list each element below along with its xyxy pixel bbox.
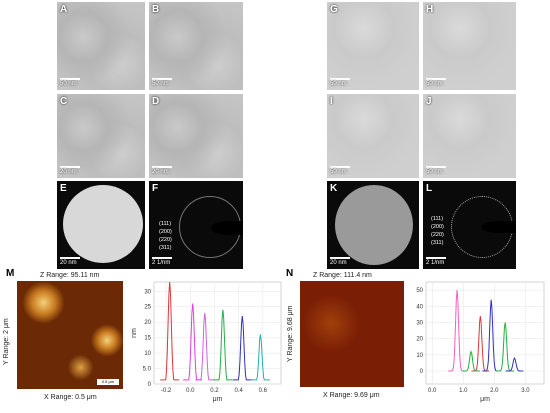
- y-tick-label: 25: [144, 305, 151, 311]
- y-tick-label: 40: [416, 304, 423, 310]
- panel-label: C: [60, 96, 68, 107]
- x-tick-label: 0.0: [428, 388, 437, 394]
- tem-panel-c: C 20 nm: [57, 94, 145, 178]
- afm-y-range: Y Range: 9.68 μm: [287, 305, 294, 362]
- tem-panel-b: B 50 nm: [149, 2, 243, 90]
- beam-stopper: [481, 221, 516, 233]
- scale-bar: 50 nm: [426, 166, 446, 175]
- beam-stopper: [211, 221, 243, 235]
- tem-panel-a: A 50 nm: [57, 2, 145, 90]
- saed-plane-label: (311): [431, 240, 444, 246]
- panel-label-m: M: [6, 268, 15, 279]
- scale-bar: 50 nm: [330, 78, 350, 87]
- saed-plane-label: (311): [159, 245, 172, 251]
- plot-area: [153, 281, 282, 385]
- panel-label: I: [330, 96, 333, 107]
- scale-bar: 20 nm: [60, 257, 80, 266]
- x-tick-label: 3.0: [521, 388, 530, 394]
- panel-label-n: N: [286, 268, 294, 279]
- y-tick-label: 10: [416, 353, 423, 359]
- panel-label: K: [330, 183, 338, 194]
- saed-plane-label: (220): [431, 232, 444, 238]
- afm-image-m: 0.5 μm: [17, 281, 123, 389]
- afm-z-range: Z Range: 95.11 nm: [40, 272, 100, 279]
- plot-area: [425, 281, 545, 385]
- scale-bar: 50 nm: [152, 78, 172, 87]
- profile-series-line: [213, 309, 233, 381]
- saed-plane-label: (200): [431, 224, 444, 230]
- scale-bar: 50 nm: [60, 78, 80, 87]
- x-axis-label: μm: [213, 396, 223, 403]
- scale-bar: 20 nm: [152, 166, 172, 175]
- afm-x-range: X Range: 0.5 μm: [44, 394, 97, 401]
- panel-label: L: [426, 183, 433, 194]
- y-tick-label: 30: [144, 289, 151, 295]
- scale-bar: 20 nm: [330, 257, 350, 266]
- afm-x-range: X Range: 9.69 μm: [323, 392, 380, 399]
- panel-label: A: [60, 4, 68, 15]
- scale-bar: 50 nm: [426, 78, 446, 87]
- tem-panel-k: K 20 nm: [327, 181, 419, 269]
- tem-panel-l-saed: L (111) (200) (220) (311) 2 1/nm: [423, 181, 516, 269]
- x-tick-label: 0.2: [210, 388, 219, 394]
- afm-image-n: [300, 281, 404, 387]
- panel-label: G: [330, 4, 338, 15]
- y-tick-label: 30: [416, 320, 423, 326]
- tem-panel-j: J 50 nm: [423, 94, 516, 178]
- x-tick-label: 0.4: [234, 388, 243, 394]
- y-tick-label: 5.0: [143, 367, 152, 373]
- x-tick-label: 1.0: [459, 388, 468, 394]
- profile-series-line: [505, 356, 524, 372]
- scale-bar: 2 1/nm: [152, 257, 172, 266]
- saed-plane-label: (111): [159, 221, 172, 227]
- height-profile-chart-m: 0 5.0 10 15 20 25 30 -0.2 0.0 0.2 0.4 0.6 μm nm: [131, 281, 282, 403]
- tem-panel-i: I 50 nm: [327, 94, 419, 178]
- profile-series-line: [496, 322, 514, 372]
- y-tick-label: 20: [416, 337, 423, 343]
- profile-series-line: [195, 312, 215, 381]
- profile-series-line: [160, 281, 180, 381]
- x-tick-label: 0.6: [259, 388, 268, 394]
- scale-bar: 20 nm: [60, 166, 80, 175]
- panel-label: E: [60, 183, 67, 194]
- grid-hole: [335, 185, 413, 265]
- x-tick-label: 0.0: [186, 388, 195, 394]
- y-tick-label: 0: [148, 382, 152, 388]
- x-tick-label: -0.2: [161, 388, 172, 394]
- y-tick-label: 0: [420, 369, 424, 375]
- tem-panel-g: G 50 nm: [327, 2, 419, 90]
- x-axis-label: μm: [480, 396, 490, 403]
- tem-panel-f-saed: F (111) (200) (220) (311) 2 1/nm: [149, 181, 243, 269]
- profile-series-line: [232, 315, 252, 381]
- scale-bar: 50 nm: [330, 166, 350, 175]
- saed-plane-label: (200): [159, 229, 172, 235]
- tem-panel-d: D 20 nm: [149, 94, 243, 178]
- profile-series-line: [462, 349, 480, 372]
- saed-plane-label: (111): [431, 216, 444, 222]
- afm-y-range: Y Range: 2 μm: [3, 318, 10, 365]
- profile-series-line: [250, 334, 270, 381]
- panel-label: D: [152, 96, 160, 107]
- panel-label: H: [426, 4, 434, 15]
- tem-panel-e: E 20 nm: [57, 181, 145, 269]
- tem-panel-h: H 50 nm: [423, 2, 516, 90]
- panel-label: F: [152, 183, 159, 194]
- panel-label: J: [426, 96, 432, 107]
- y-tick-label: 15: [144, 336, 151, 342]
- y-tick-label: 10: [144, 351, 151, 357]
- x-tick-label: 2.0: [490, 388, 499, 394]
- saed-plane-label: (220): [159, 237, 172, 243]
- grid-hole: [63, 185, 143, 263]
- y-tick-label: 20: [144, 320, 151, 326]
- height-profile-chart-n: 0 10 20 30 40 50 0.0 1.0 2.0 3.0 μm: [416, 281, 545, 403]
- afm-scalebar: 0.5 μm: [97, 379, 119, 385]
- panel-label: B: [152, 4, 160, 15]
- afm-z-range: Z Range: 111.4 nm: [313, 272, 372, 279]
- y-axis-label: nm: [131, 328, 138, 338]
- y-tick-label: 50: [416, 288, 423, 294]
- scale-bar: 2 1/nm: [426, 257, 446, 266]
